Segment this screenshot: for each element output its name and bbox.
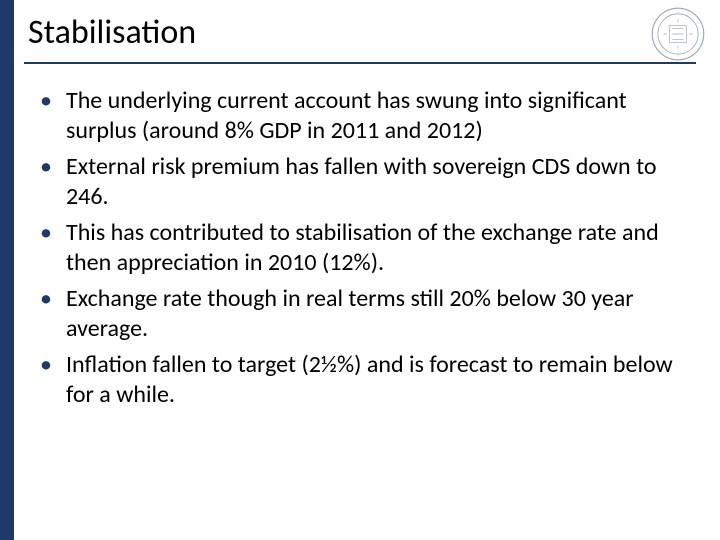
- list-item: This has contributed to stabilisation of…: [40, 218, 680, 278]
- bullet-text: This has contributed to stabilisation of…: [66, 218, 659, 277]
- list-item: Inflation fallen to target (2½%) and is …: [40, 350, 680, 410]
- bullet-list: The underlying current account has swung…: [40, 86, 680, 410]
- bullet-text: Exchange rate though in real terms still…: [66, 284, 634, 343]
- list-item: External risk premium has fallen with so…: [40, 152, 680, 212]
- list-item: The underlying current account has swung…: [40, 86, 680, 146]
- bullet-text: The underlying current account has swung…: [66, 86, 627, 145]
- left-accent-bar: [0, 0, 14, 540]
- bullet-text: External risk premium has fallen with so…: [66, 152, 657, 211]
- title-underline: [24, 62, 696, 64]
- list-item: Exchange rate though in real terms still…: [40, 284, 680, 344]
- svg-text:•: •: [677, 55, 679, 59]
- slide-body: The underlying current account has swung…: [40, 86, 680, 416]
- slide-title: Stabilisation: [28, 12, 196, 53]
- bullet-text: Inflation fallen to target (2½%) and is …: [66, 350, 673, 409]
- seal-logo: • •: [650, 6, 706, 62]
